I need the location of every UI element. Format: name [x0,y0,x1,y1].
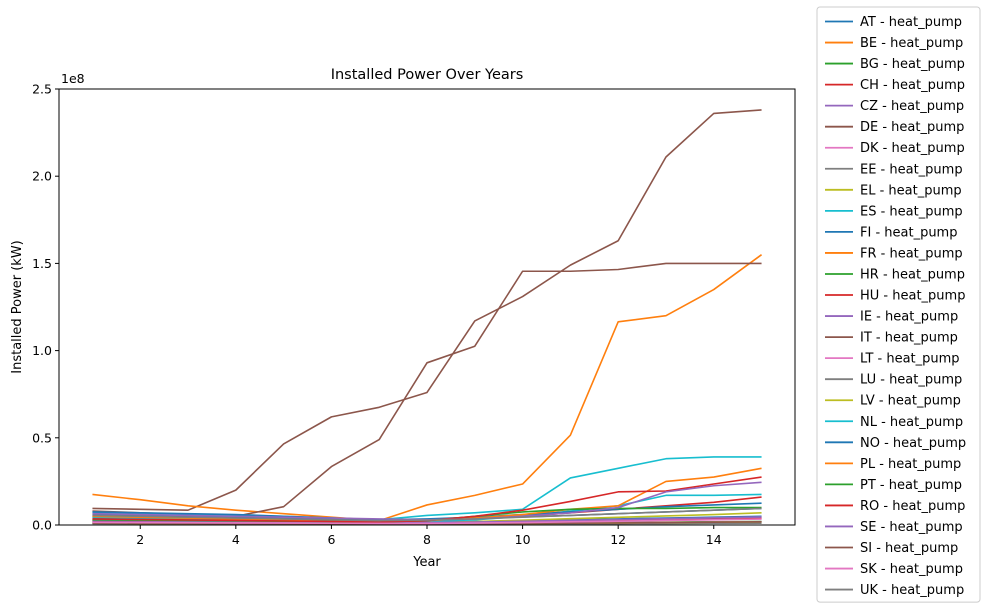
plot-area-frame [58,88,796,526]
legend-entry: BE - heat_pump [860,36,963,51]
legend-entry: IT - heat_pump [860,331,958,346]
legend-entry: SI - heat_pump [860,541,958,556]
legend-entry: HR - heat_pump [860,267,965,282]
y-axis: 0.0 0.5 1.0 1.5 2.0 2.5 [32,82,59,533]
y-tick-label: 0.5 [32,430,52,445]
legend-entry: HU - heat_pump [860,289,965,304]
legend-entry: SK - heat_pump [860,562,963,577]
y-axis-label: Installed Power (kW) [10,240,25,373]
legend-entry: RO - heat_pump [860,499,965,514]
legend-entry: PT - heat_pump [860,478,962,493]
legend-entry: DK - heat_pump [860,141,965,156]
legend-entry: NL - heat_pump [860,415,963,430]
series-line-5 [92,109,762,511]
legend-entry: PL - heat_pump [860,457,961,472]
x-tick-label: 14 [706,532,722,547]
legend-entry: CZ - heat_pump [860,99,964,114]
series-line-15 [92,262,762,518]
legend-entry: DE - heat_pump [860,120,964,135]
y-tick-label: 1.0 [32,343,52,358]
legend-entry: ES - heat_pump [860,204,963,219]
y-tick-label: 1.5 [32,256,52,271]
y-tick-label: 0.0 [32,518,52,533]
x-tick-label: 4 [232,532,240,547]
series-line-14 [92,516,762,524]
legend-entry: EE - heat_pump [860,162,963,177]
x-tick-label: 6 [327,532,335,547]
series-line-20 [92,502,762,521]
y-tick-label: 2.5 [32,82,52,97]
legend-entry: NO - heat_pump [860,436,966,451]
legend-entry: UK - heat_pump [860,583,964,598]
legend-entry: LT - heat_pump [860,352,960,367]
legend-entry: LU - heat_pump [860,373,962,388]
legend-entry: FR - heat_pump [860,246,963,261]
legend: AT - heat_pump BE - heat_pump BG - heat_pu… [816,6,981,603]
x-tick-label: 12 [610,532,626,547]
y-tick-label: 2.0 [32,169,52,184]
series-line-19 [92,456,762,521]
series-line-9 [92,493,762,524]
series-line-27 [92,507,762,522]
legend-entry: SE - heat_pump [860,520,963,535]
y-axis-offset-label: 1e8 [61,71,85,86]
chart-title: Installed Power Over Years [331,67,524,83]
legend-entry: IE - heat_pump [860,310,958,325]
legend-entry: LV - heat_pump [860,394,961,409]
x-axis: 2 4 6 8 10 12 14 [136,525,722,547]
series-line-26 [92,518,762,525]
x-tick-label: 8 [423,532,431,547]
legend-entry: AT - heat_pump [860,15,962,30]
legend-entry: BG - heat_pump [860,57,965,72]
legend-entry: EL - heat_pump [860,183,962,198]
series-line-11 [92,254,763,522]
x-axis-label: Year [412,555,441,570]
legend-box [816,6,981,603]
x-tick-label: 10 [515,532,531,547]
legend-entry: FI - heat_pump [860,225,957,240]
series-layer [92,109,763,526]
x-tick-label: 2 [136,532,144,547]
legend-entry: CH - heat_pump [860,78,965,93]
